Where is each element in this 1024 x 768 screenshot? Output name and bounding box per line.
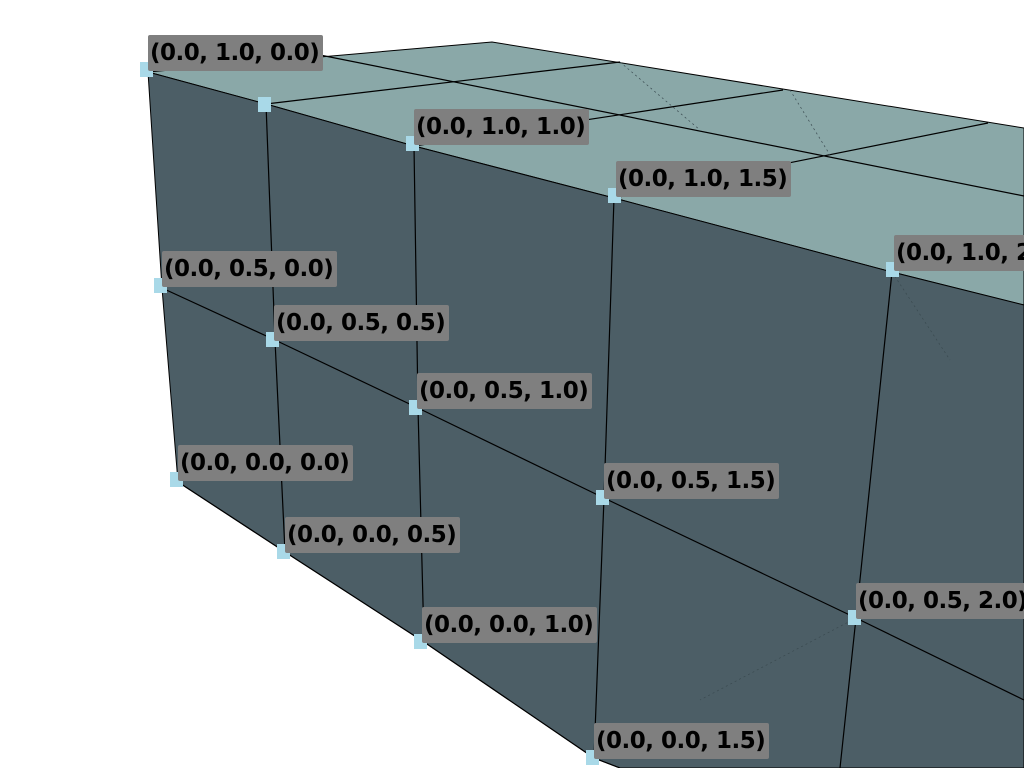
point-label: (0.0, 1.0, 2.0) bbox=[894, 235, 1024, 271]
point-label: (0.0, 0.0, 0.0) bbox=[178, 445, 354, 481]
point-label: (0.0, 0.5, 0.5) bbox=[274, 305, 450, 341]
point-label: (0.0, 0.0, 1.0) bbox=[422, 607, 598, 643]
point-label: (0.0, 1.0, 1.0) bbox=[414, 109, 590, 145]
point-label: (0.0, 0.5, 1.5) bbox=[604, 463, 780, 499]
hidden-diagonals bbox=[619, 61, 951, 701]
point-label: (0.0, 0.5, 0.0) bbox=[162, 251, 338, 287]
point-label: (0.0, 0.0, 0.5) bbox=[285, 517, 461, 553]
point-label: (0.0, 0.5, 2.0) bbox=[856, 583, 1024, 619]
point-marker bbox=[258, 97, 271, 112]
point-label: (0.0, 0.0, 1.5) bbox=[594, 723, 770, 759]
point-label: (0.0, 1.0, 1.5) bbox=[616, 161, 792, 197]
point-label: (0.0, 0.5, 1.0) bbox=[417, 373, 593, 409]
point-label: (0.0, 1.0, 0.0) bbox=[148, 35, 324, 71]
